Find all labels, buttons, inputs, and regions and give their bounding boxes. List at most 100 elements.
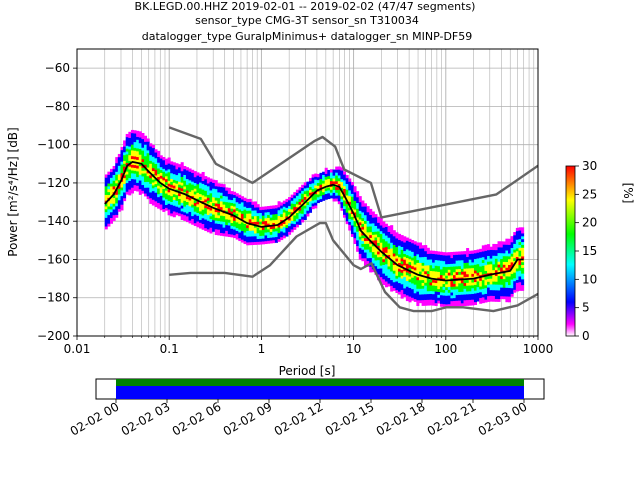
pdf-cell xyxy=(361,203,365,207)
x-tick-label: 100 xyxy=(434,342,457,356)
pdf-cell xyxy=(508,284,512,288)
pdf-cell xyxy=(429,299,433,303)
pdf-cell xyxy=(212,208,216,212)
pdf-cell xyxy=(398,253,402,258)
pdf-cell xyxy=(282,200,286,204)
pdf-cell xyxy=(348,227,352,231)
pdf-cell xyxy=(154,189,158,193)
pdf-cell xyxy=(374,239,378,244)
pdf-cell xyxy=(201,194,205,199)
pdf-cell xyxy=(518,238,522,243)
pdf-cell xyxy=(518,270,522,274)
pdf-cell xyxy=(138,134,142,138)
pdf-cell xyxy=(204,204,208,209)
pdf-cell xyxy=(403,270,407,275)
pdf-cell xyxy=(471,267,475,272)
pdf-cell xyxy=(455,297,459,301)
pdf-cell xyxy=(133,144,137,148)
pdf-cell xyxy=(340,187,344,191)
pdf-cell xyxy=(311,205,315,210)
pdf-cell xyxy=(466,248,470,252)
pdf-cell xyxy=(267,214,271,218)
pdf-cell xyxy=(374,231,378,235)
pdf-cell xyxy=(510,241,514,246)
pdf-cell xyxy=(272,225,276,229)
pdf-cell xyxy=(133,179,137,183)
pdf-cell xyxy=(282,229,286,233)
pdf-cell xyxy=(335,178,339,182)
pdf-cell xyxy=(259,229,263,234)
pdf-cell xyxy=(267,240,271,244)
pdf-cell xyxy=(259,238,263,242)
pdf-cell xyxy=(130,158,134,162)
pdf-cell xyxy=(350,193,354,197)
pdf-cell xyxy=(240,201,244,206)
pdf-cell xyxy=(335,180,339,185)
pdf-cell xyxy=(473,255,477,260)
pdf-cell xyxy=(424,259,428,263)
pdf-cell xyxy=(479,266,483,270)
pdf-cell xyxy=(508,247,512,251)
pdf-cell xyxy=(188,220,192,224)
pdf-cell xyxy=(515,285,519,289)
pdf-cell xyxy=(502,261,506,265)
pdf-cell xyxy=(348,187,352,191)
pdf-cell xyxy=(447,260,451,265)
pdf-cell xyxy=(494,295,498,299)
pdf-cell xyxy=(243,212,247,216)
pdf-cell xyxy=(238,194,242,199)
pdf-cell xyxy=(403,262,407,266)
pdf-cell xyxy=(429,253,433,257)
pdf-cell xyxy=(151,153,155,157)
pdf-cell xyxy=(411,260,415,264)
pdf-cell xyxy=(308,200,313,205)
pdf-cell xyxy=(473,295,477,300)
pdf-cell xyxy=(494,287,498,291)
pdf-cell xyxy=(398,262,402,266)
pdf-cell xyxy=(157,199,161,203)
pdf-cell xyxy=(149,194,153,199)
pdf-cell xyxy=(358,239,362,243)
x-tick-label: 10 xyxy=(346,342,361,356)
pdf-cell xyxy=(460,297,464,301)
pdf-cell xyxy=(447,300,451,305)
pdf-cell xyxy=(392,287,396,291)
pdf-cell xyxy=(492,278,496,282)
pdf-cell xyxy=(290,226,294,230)
pdf-cell xyxy=(508,299,512,303)
pdf-cell xyxy=(188,197,192,201)
pdf-cell xyxy=(133,150,137,154)
pdf-cell xyxy=(329,172,333,176)
pdf-cell xyxy=(120,167,124,171)
pdf-cell xyxy=(104,174,108,178)
pdf-cell xyxy=(434,288,438,292)
pdf-cell xyxy=(505,290,509,294)
pdf-cell xyxy=(248,218,252,223)
pdf-cell xyxy=(288,205,292,209)
pdf-cell xyxy=(471,296,475,300)
pdf-cell xyxy=(209,181,213,185)
pdf-cell xyxy=(117,185,121,189)
pdf-cell xyxy=(238,232,242,236)
pdf-cell xyxy=(246,233,250,237)
pdf-cell xyxy=(418,299,422,304)
pdf-cell xyxy=(180,202,184,206)
colorbar-tick-label: 25 xyxy=(582,187,597,201)
pdf-cell xyxy=(261,223,265,228)
pdf-cell xyxy=(277,215,281,219)
pdf-cell xyxy=(418,245,422,249)
pdf-cell xyxy=(298,187,302,191)
pdf-cell xyxy=(282,223,286,227)
pdf-cell xyxy=(453,254,457,258)
pdf-cell xyxy=(413,295,417,300)
pdf-cell xyxy=(180,173,184,177)
pdf-cell xyxy=(154,160,158,165)
pdf-cell xyxy=(170,210,174,214)
pdf-cell xyxy=(492,243,496,248)
pdf-cell xyxy=(230,208,234,212)
pdf-cell xyxy=(136,130,140,135)
pdf-cell xyxy=(193,199,197,204)
pdf-cell xyxy=(350,196,354,200)
pdf-cell xyxy=(442,263,446,267)
pdf-cell xyxy=(104,226,108,230)
